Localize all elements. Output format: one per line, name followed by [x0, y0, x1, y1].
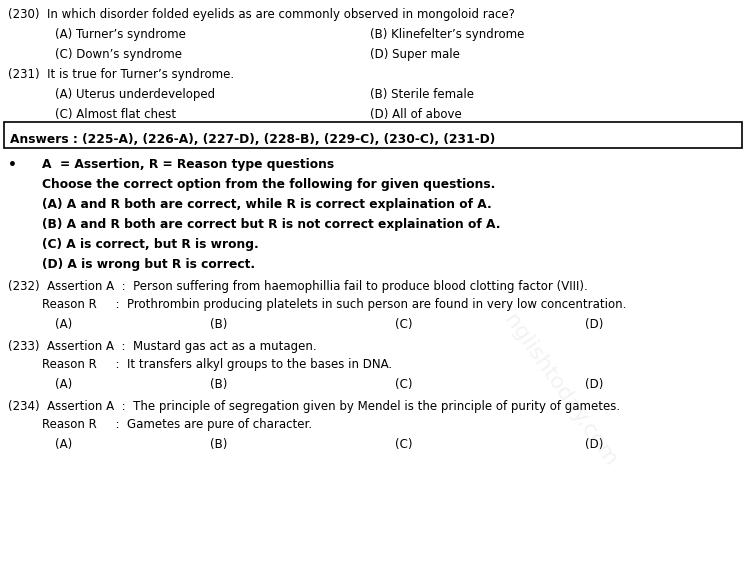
- Text: (B): (B): [210, 378, 227, 391]
- Bar: [4, 122, 742, 148]
- Text: (233)  Assertion A  :  Mustard gas act as a mutagen.: (233) Assertion A : Mustard gas act as a…: [8, 340, 316, 353]
- Text: (D): (D): [585, 438, 604, 451]
- Text: (B): (B): [210, 438, 227, 451]
- Text: (C): (C): [395, 438, 412, 451]
- Text: (D): (D): [585, 378, 604, 391]
- Text: (D) A is wrong but R is correct.: (D) A is wrong but R is correct.: [42, 258, 255, 271]
- Text: Answers : (225-A), (226-A), (227-D), (228-B), (229-C), (230-C), (231-D): Answers : (225-A), (226-A), (227-D), (22…: [10, 133, 495, 146]
- Text: (D) Super male: (D) Super male: [370, 48, 460, 61]
- Text: Reason R     :  Gametes are pure of character.: Reason R : Gametes are pure of character…: [42, 418, 312, 431]
- Text: Choose the correct option from the following for given questions.: Choose the correct option from the follo…: [42, 178, 495, 191]
- Text: (B) Klinefelter’s syndrome: (B) Klinefelter’s syndrome: [370, 28, 524, 41]
- Text: Reason R     :  It transfers alkyl groups to the bases in DNA.: Reason R : It transfers alkyl groups to …: [42, 358, 392, 371]
- Text: •: •: [8, 158, 17, 172]
- Text: (C): (C): [395, 318, 412, 331]
- Text: A  = Assertion, R = Reason type questions: A = Assertion, R = Reason type questions: [42, 158, 334, 171]
- Text: nglishtoday.com: nglishtoday.com: [500, 310, 620, 470]
- Text: (C) Down’s syndrome: (C) Down’s syndrome: [55, 48, 182, 61]
- Text: (C): (C): [395, 378, 412, 391]
- Text: (A) Uterus underdeveloped: (A) Uterus underdeveloped: [55, 88, 215, 101]
- Text: (234)  Assertion A  :  The principle of segregation given by Mendel is the princ: (234) Assertion A : The principle of seg…: [8, 400, 620, 413]
- Text: (C) Almost flat chest: (C) Almost flat chest: [55, 108, 176, 121]
- Text: (A): (A): [55, 318, 73, 331]
- Text: (B) A and R both are correct but R is not correct explaination of A.: (B) A and R both are correct but R is no…: [42, 218, 500, 231]
- Text: (A) A and R both are correct, while R is correct explaination of A.: (A) A and R both are correct, while R is…: [42, 198, 491, 211]
- Text: (A): (A): [55, 378, 73, 391]
- Text: (A): (A): [55, 438, 73, 451]
- Text: (D): (D): [585, 318, 604, 331]
- Text: (230)  In which disorder folded eyelids as are commonly observed in mongoloid ra: (230) In which disorder folded eyelids a…: [8, 8, 515, 21]
- Text: (B) Sterile female: (B) Sterile female: [370, 88, 474, 101]
- Text: (231)  It is true for Turner’s syndrome.: (231) It is true for Turner’s syndrome.: [8, 68, 234, 81]
- Text: (C) A is correct, but R is wrong.: (C) A is correct, but R is wrong.: [42, 238, 259, 251]
- Text: (232)  Assertion A  :  Person suffering from haemophillia fail to produce blood : (232) Assertion A : Person suffering fro…: [8, 280, 588, 293]
- Text: (A) Turner’s syndrome: (A) Turner’s syndrome: [55, 28, 186, 41]
- Text: (B): (B): [210, 318, 227, 331]
- Text: (D) All of above: (D) All of above: [370, 108, 462, 121]
- Text: Reason R     :  Prothrombin producing platelets in such person are found in very: Reason R : Prothrombin producing platele…: [42, 298, 626, 311]
